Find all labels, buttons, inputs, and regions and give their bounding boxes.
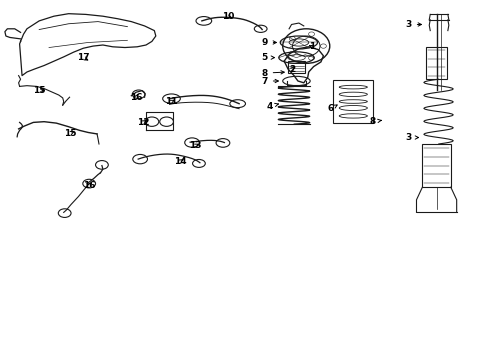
Text: 8: 8 (262, 68, 284, 77)
Text: 4: 4 (266, 102, 278, 111)
Text: 3: 3 (406, 133, 418, 142)
Bar (426, 47, 447, 79)
Text: 15: 15 (64, 129, 76, 138)
Text: 1: 1 (310, 42, 316, 51)
Text: 8: 8 (369, 117, 381, 126)
Text: 13: 13 (189, 141, 201, 150)
Text: 5: 5 (262, 53, 274, 62)
Text: 2: 2 (289, 65, 295, 74)
Bar (288, 61, 305, 73)
Text: 6: 6 (328, 104, 337, 113)
Text: 16: 16 (130, 93, 143, 102)
Bar (333, 80, 373, 123)
Text: 14: 14 (174, 157, 187, 166)
Text: 16: 16 (83, 181, 96, 190)
Text: 12: 12 (137, 118, 149, 127)
Text: 7: 7 (261, 77, 278, 85)
Text: 17: 17 (77, 53, 90, 62)
Text: 15: 15 (33, 86, 46, 95)
Text: 9: 9 (261, 38, 276, 47)
Text: 11: 11 (165, 97, 178, 106)
Bar (422, 144, 451, 187)
Text: 3: 3 (406, 20, 421, 29)
Text: 10: 10 (221, 12, 234, 21)
